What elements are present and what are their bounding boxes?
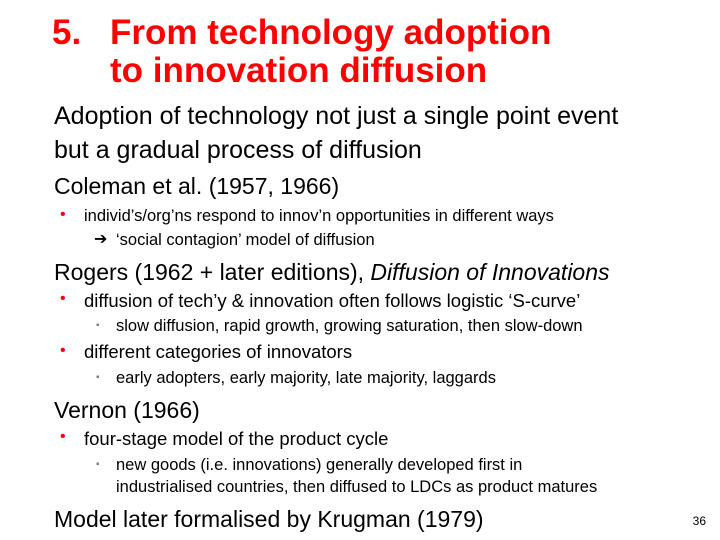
- title-line-1: From technology adoption: [110, 13, 552, 52]
- vernon-sub-line-2: industrialised countries, then diffused …: [116, 478, 598, 496]
- rogers-heading-prefix: Rogers (1962 + later editions),: [54, 259, 371, 285]
- intro-line-1: Adoption of technology not just a single…: [54, 102, 619, 130]
- title-number: 5.: [52, 13, 82, 52]
- page-number: 36: [692, 514, 706, 528]
- rogers-sub-1: slow diffusion, rapid growth, growing sa…: [116, 317, 583, 335]
- coleman-sub: ‘social contagion’ model of diffusion: [116, 231, 375, 249]
- coleman-heading: Coleman et al. (1957, 1966): [54, 173, 340, 199]
- rogers-bullet-1: diffusion of tech’y & innovation often f…: [84, 290, 581, 311]
- bullet-dot-icon: •: [60, 290, 66, 307]
- bullet-dot-icon: •: [60, 428, 66, 445]
- rogers-sub-2: early adopters, early majority, late maj…: [116, 369, 496, 387]
- bullet-square-icon: ▪: [96, 320, 100, 331]
- bullet-square-icon: ▪: [96, 459, 100, 470]
- coleman-bullet: individ’s/org’ns respond to innov’n oppo…: [84, 207, 554, 225]
- arrow-right-icon: ➔: [94, 231, 108, 248]
- bullet-dot-icon: •: [60, 342, 66, 359]
- bullet-square-icon: ▪: [96, 372, 100, 383]
- title-line-2: to innovation diffusion: [110, 51, 488, 90]
- krugman-line: Model later formalised by Krugman (1979): [54, 506, 484, 532]
- bullet-dot-icon: •: [60, 206, 66, 223]
- vernon-heading: Vernon (1966): [54, 397, 200, 423]
- rogers-bullet-2: different categories of innovators: [84, 341, 353, 362]
- rogers-heading: Rogers (1962 + later editions), Diffusio…: [54, 256, 610, 288]
- intro-line-2: but a gradual process of diffusion: [54, 136, 422, 164]
- rogers-heading-book: Diffusion of Innovations: [370, 259, 610, 285]
- vernon-bullet: four-stage model of the product cycle: [84, 428, 389, 449]
- vernon-sub-line-1: new goods (i.e. innovations) generally d…: [116, 456, 523, 474]
